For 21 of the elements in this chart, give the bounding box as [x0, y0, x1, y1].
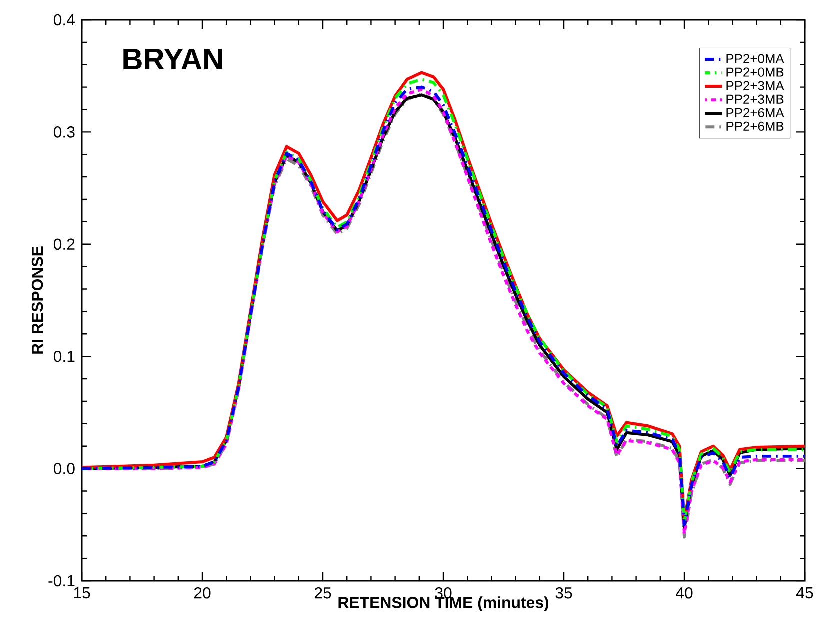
legend-label: PP2+0MB	[726, 68, 784, 77]
x-tick-label: 15	[74, 588, 90, 599]
x-axis-title: RETENSION TIME (minutes)	[338, 596, 549, 612]
y-tick-label: -0.1	[48, 575, 75, 587]
y-tick-label: 0.4	[54, 14, 76, 26]
x-tick-label: 45	[796, 588, 814, 599]
x-tick-label: 25	[314, 588, 332, 599]
legend-label: PP2+6MB	[726, 122, 784, 132]
y-axis-title: RI RESPONSE	[32, 246, 44, 354]
x-tick-label: 20	[194, 588, 211, 599]
y-tick-label: 0.3	[54, 126, 75, 138]
annotation: BRYAN	[124, 48, 222, 70]
legend-label: PP2+0MA	[726, 54, 784, 64]
legend-label: PP2+3MA	[726, 81, 784, 90]
legend-label: PP2+6MA	[726, 108, 784, 118]
x-tick-label: 35	[556, 588, 572, 599]
legend-label: PP2+3MB	[726, 94, 784, 104]
x-tick-label: 40	[676, 588, 693, 599]
y-tick-label: 0.1	[54, 350, 75, 362]
y-tick-label: 0.2	[54, 238, 75, 250]
y-tick-label: 0.0	[54, 463, 75, 474]
